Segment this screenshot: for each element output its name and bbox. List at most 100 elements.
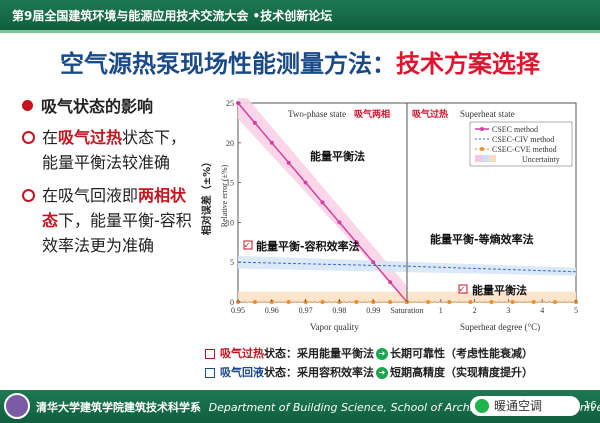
annotation-energy-balance: 能量平衡法: [310, 149, 365, 163]
page-number: 16: [584, 400, 597, 411]
superheat-cn-label: 吸气过热: [412, 108, 448, 120]
checkbox-icon: [458, 284, 468, 294]
conclusion-1-method: 状态：采用能量平衡法: [264, 347, 374, 360]
conclusion-2-state: 吸气回液: [220, 366, 264, 379]
slide-title-highlight: 技术方案选择: [396, 50, 540, 78]
watermark-badge: 暖通空调: [470, 396, 580, 416]
checkbox-icon: [205, 349, 215, 359]
conclusion-2-method: 状态：采用容积效率法: [264, 366, 374, 379]
conclusion-block: 吸气过热状态：采用能量平衡法 ➔ 长期可靠性（考虑性能衰减） 吸气回液状态：采用容积…: [205, 344, 533, 382]
x-tick-label: 0.99: [366, 306, 380, 315]
data-point-csec-cve-method: [354, 300, 359, 304]
legend-swatch-unc-b: [482, 155, 489, 162]
bullet-dot-icon: [22, 99, 33, 111]
uncertainty-band-csec: [238, 98, 407, 302]
data-point-csec-cve-method: [426, 300, 431, 304]
x-tick-label: 4: [540, 306, 544, 315]
y-tick-label: 0: [230, 298, 234, 307]
slide-title-main: 空气源热泵现场性能测量方法：: [60, 50, 396, 78]
superheat-label: Superheat state: [460, 109, 515, 119]
y-tick-label: 10: [226, 218, 234, 227]
data-point-csec-method: [388, 280, 393, 285]
university-logo: [4, 393, 30, 419]
ring-bullet-icon: [22, 189, 35, 202]
x-tick-label: 1: [439, 306, 443, 315]
sub-bullet-1-text-a: 在: [42, 128, 59, 147]
x-tick-label: 0.96: [265, 306, 279, 315]
data-point-csec-method: [269, 140, 274, 145]
data-point-csec-cve-method: [286, 300, 291, 304]
data-point-csec-cve-method: [552, 300, 557, 304]
legend-label-civ: CSEC-CIV method: [492, 135, 554, 144]
data-point-csec-method: [371, 260, 376, 265]
banner-stripe: [0, 0, 600, 30]
two-phase-cn-label: 吸气两相: [354, 108, 390, 120]
data-point-csec-cve-method: [388, 300, 393, 304]
data-point-csec-method: [303, 180, 308, 185]
check-mark-icon: ✓: [459, 285, 466, 294]
legend-swatch-unc-a: [475, 155, 482, 162]
data-point-csec-cve-method: [510, 300, 515, 304]
data-point-csec-method: [354, 240, 359, 245]
x-tick-label: 0.97: [299, 306, 313, 315]
conclusion-1-result: 长期可靠性（考虑性能衰减）: [390, 347, 533, 360]
data-point-csec-method: [320, 200, 325, 205]
data-point-csec-cve-method: [320, 300, 325, 304]
sub-bullet-2-highlight: 两相状态: [42, 186, 187, 230]
y-tick-label: 15: [226, 179, 234, 188]
checkbox-icon: [243, 240, 253, 250]
watermark-text: 暖通空调: [494, 399, 543, 413]
series-line-csec-civ-method: [237, 261, 577, 273]
x-tick-label: 0.98: [332, 306, 346, 315]
ring-bullet-icon: [22, 131, 35, 144]
data-point-csec-method: [252, 120, 257, 125]
arrow-right-icon: ➔: [376, 367, 388, 379]
annotation-eb-right-text: 能量平衡法: [472, 283, 527, 297]
conclusion-line-2: 吸气回液状态：采用容积效率法 ➔ 短期高精度（实现精度提升）: [205, 363, 533, 382]
conclusion-2-result: 短期高精度（实现精度提升）: [390, 366, 533, 379]
legend: CSEC method CSEC-CIV method CSEC-CVE met…: [469, 121, 573, 167]
data-point-csec-cve-method: [252, 300, 257, 304]
y-label-en: Relative error (±%): [220, 164, 229, 227]
annotation-ebv: ✓ 能量平衡-容积效率法: [243, 239, 360, 253]
footer-bar: 清华大学建筑学院建筑技术科学系 Department of Building S…: [0, 390, 600, 423]
sub-bullet-2-text-b: 下，能量平衡-容积效率法更为准确: [42, 211, 192, 255]
wechat-icon: [475, 399, 489, 413]
legend-swatch-unc-c: [489, 155, 496, 162]
y-tick-label: 5: [230, 258, 234, 267]
data-point-csec-method: [286, 160, 291, 165]
banner-divider: [0, 30, 600, 33]
sub-bullet-1-text-b: 状态下，能量平衡法较准确: [42, 128, 187, 172]
main-bullet-text: 吸气状态的影响: [41, 97, 154, 116]
x-tick-label: 0.95: [231, 306, 245, 315]
check-mark-icon: ✓: [244, 241, 251, 250]
left-panel: 吸气状态的影响 在吸气过热状态下，能量平衡法较准确 在吸气回液即两相状态下，能量…: [22, 93, 202, 258]
two-phase-label: Two-phase state: [288, 109, 346, 119]
arrow-right-icon: ➔: [376, 348, 388, 360]
data-point-csec-cve-method: [531, 300, 536, 304]
annotation-ebv-text: 能量平衡-容积效率法: [256, 239, 360, 253]
legend-marker-cve: [480, 147, 484, 151]
data-point-csec-cve-method: [447, 300, 452, 304]
legend-label-csec: CSEC method: [492, 125, 538, 134]
sub-bullet-2: 在吸气回液即两相状态下，能量平衡-容积效率法更为准确: [22, 183, 202, 258]
data-point-csec-cve-method: [468, 300, 473, 304]
main-bullet: 吸气状态的影响: [22, 93, 202, 117]
conclusion-1-state: 吸气过热: [220, 347, 264, 360]
footer-org: 清华大学建筑学院建筑技术科学系: [36, 401, 201, 414]
x-label-left: Vapor quality: [310, 322, 359, 332]
x-tick-label: 2: [473, 306, 477, 315]
x-tick-label: 5: [574, 306, 578, 315]
annotation-ebi: 能量平衡-等熵效率法: [430, 232, 534, 246]
data-point-csec-method: [337, 220, 342, 225]
checkbox-icon: [205, 368, 215, 378]
x-tick-label: 3: [506, 306, 510, 315]
y-tick-label: 25: [226, 99, 234, 108]
conference-title: 第9届全国建筑环境与能源应用技术交流大会 •技术创新论坛: [12, 9, 333, 23]
legend-marker-csec: [480, 127, 484, 131]
x-label-right: Superheat degree (°C): [460, 322, 540, 332]
y-tick-label: 20: [226, 139, 234, 148]
x-tick-label: Saturation: [391, 306, 424, 315]
slide-title: 空气源热泵现场性能测量方法：技术方案选择: [0, 44, 600, 79]
legend-label-cve: CSEC-CVE method: [492, 145, 557, 154]
